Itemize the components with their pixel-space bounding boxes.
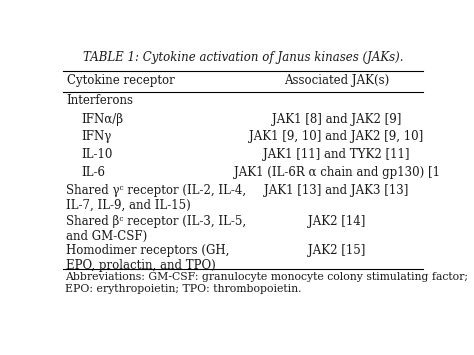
Text: JAK1 [9, 10] and JAK2 [9, 10]: JAK1 [9, 10] and JAK2 [9, 10]: [249, 130, 424, 143]
Text: IL-6: IL-6: [82, 166, 105, 179]
Text: Associated JAK(s): Associated JAK(s): [284, 74, 389, 87]
Text: Shared γᶜ receptor (IL-2, IL-4,
IL-7, IL-9, and IL-15): Shared γᶜ receptor (IL-2, IL-4, IL-7, IL…: [66, 184, 246, 212]
Text: JAK1 [13] and JAK3 [13]: JAK1 [13] and JAK3 [13]: [264, 184, 409, 197]
Text: Shared βᶜ receptor (IL-3, IL-5,
and GM-CSF): Shared βᶜ receptor (IL-3, IL-5, and GM-C…: [66, 215, 246, 243]
Text: IFNα/β: IFNα/β: [82, 113, 123, 126]
Text: JAK1 [8] and JAK2 [9]: JAK1 [8] and JAK2 [9]: [272, 113, 401, 126]
Text: Homodimer receptors (GH,
EPO, prolactin, and TPO): Homodimer receptors (GH, EPO, prolactin,…: [66, 244, 229, 272]
Text: Cytokine receptor: Cytokine receptor: [66, 74, 174, 87]
Text: IL-10: IL-10: [82, 148, 113, 161]
Text: Interferons: Interferons: [66, 94, 133, 107]
Text: Abbreviations: GM-CSF: granulocyte monocyte colony stimulating factor;
EPO: eryt: Abbreviations: GM-CSF: granulocyte monoc…: [65, 272, 468, 294]
Text: JAK2 [14]: JAK2 [14]: [308, 215, 365, 228]
Text: IFNγ: IFNγ: [82, 130, 111, 143]
Text: TABLE 1: Cytokine activation of Janus kinases (JAKs).: TABLE 1: Cytokine activation of Janus ki…: [82, 51, 403, 64]
Text: JAK2 [15]: JAK2 [15]: [308, 244, 365, 257]
Text: JAK1 (IL-6R α chain and gp130) [1: JAK1 (IL-6R α chain and gp130) [1: [234, 166, 439, 179]
Text: JAK1 [11] and TYK2 [11]: JAK1 [11] and TYK2 [11]: [263, 148, 410, 161]
